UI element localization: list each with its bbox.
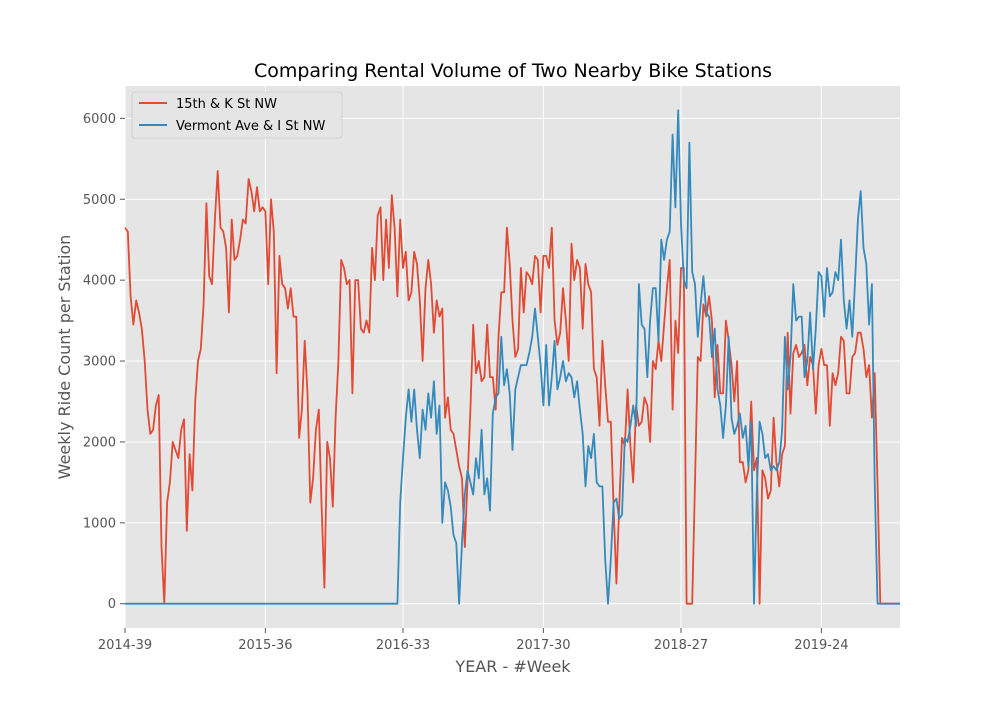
y-tick-label: 6000: [83, 112, 116, 127]
legend-label-15th-k: 15th & K St NW: [176, 97, 277, 112]
x-tick-label: 2014-39: [98, 638, 152, 653]
y-tick-label: 5000: [83, 193, 116, 208]
y-tick-label: 0: [108, 597, 116, 612]
x-tick-label: 2015-36: [238, 638, 292, 653]
x-axis-ticks: 2014-39 2015-36 2016-33 2017-30 2018-27 2019-…: [98, 628, 849, 653]
plot-area: [125, 86, 900, 628]
x-tick-label: 2019-24: [794, 638, 848, 653]
x-tick-label: 2016-33: [376, 638, 430, 653]
chart-title: Comparing Rental Volume of Two Nearby Bi…: [254, 60, 772, 82]
y-tick-label: 2000: [83, 435, 116, 450]
x-tick-label: 2018-27: [654, 638, 708, 653]
x-tick-label: 2017-30: [516, 638, 570, 653]
x-axis-label: YEAR - #Week: [454, 657, 571, 676]
legend: 15th & K St NW Vermont Ave & I St NW: [131, 91, 343, 139]
y-axis-ticks: 0 1000 2000 3000 4000 5000 6000: [83, 112, 125, 612]
series-line-0: [124, 170, 900, 605]
series-lines: [124, 109, 900, 605]
y-tick-label: 1000: [83, 516, 116, 531]
y-tick-label: 4000: [83, 274, 116, 289]
y-tick-label: 3000: [83, 355, 116, 370]
legend-box: [131, 91, 343, 139]
legend-label-vermont-i: Vermont Ave & I St NW: [176, 119, 325, 134]
series-line-1: [125, 109, 900, 605]
y-axis-label: Weekly Ride Count per Station: [55, 235, 74, 480]
